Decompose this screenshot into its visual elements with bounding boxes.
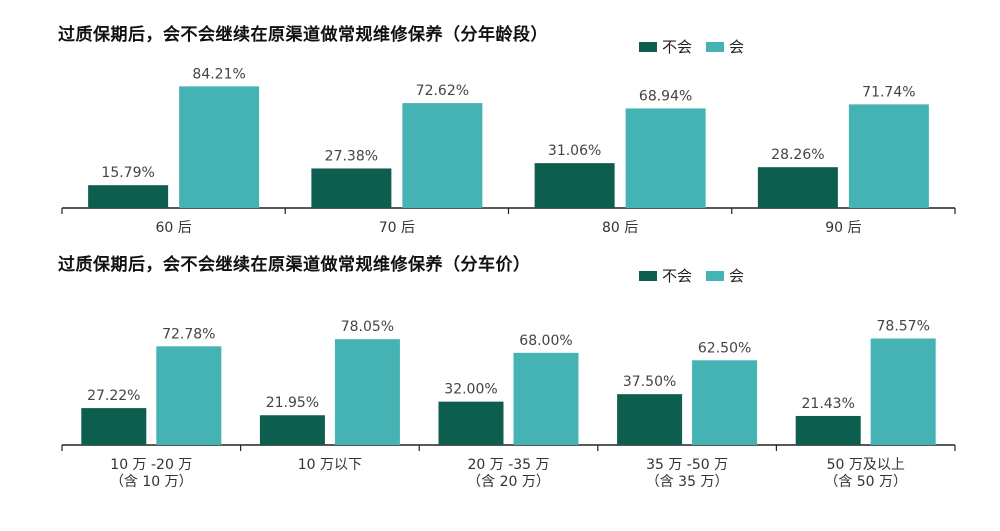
legend: 不会 会 xyxy=(639,265,758,286)
data-label: 71.74% xyxy=(862,84,915,100)
data-label: 72.78% xyxy=(162,326,215,342)
data-label: 84.21% xyxy=(192,66,245,82)
category-label: 10 万以下 xyxy=(298,457,362,473)
legend: 不会 会 xyxy=(639,36,758,57)
data-label: 78.57% xyxy=(877,318,930,334)
legend-item-no: 不会 xyxy=(639,36,692,57)
category-label: 10 万 -20 万 xyxy=(110,457,192,473)
category-label: （含 35 万） xyxy=(646,474,729,490)
bar-yes xyxy=(402,103,483,208)
data-label: 21.95% xyxy=(266,395,319,411)
price-chart: 过质保期后，会不会继续在原渠道做常规维修保养（分车价） 不会 会 27.22% 7… xyxy=(0,245,1000,531)
bar-yes xyxy=(513,352,579,445)
data-label: 28.26% xyxy=(771,147,824,163)
category-label: （含 20 万） xyxy=(467,474,550,490)
bar-no xyxy=(88,185,169,208)
bar-no xyxy=(311,168,392,208)
legend-swatch-yes xyxy=(706,270,725,281)
data-label: 15.79% xyxy=(101,165,154,181)
category-label: 70 后 xyxy=(379,220,415,236)
bar-yes xyxy=(179,86,260,208)
data-label: 27.38% xyxy=(325,148,378,164)
data-label: 21.43% xyxy=(802,396,855,412)
bar-yes xyxy=(156,346,222,445)
data-label: 27.22% xyxy=(87,388,140,404)
bar-no xyxy=(534,163,615,208)
data-label: 37.50% xyxy=(623,374,676,390)
bar-yes xyxy=(870,338,936,445)
legend-label-yes: 会 xyxy=(729,38,745,56)
bar-yes xyxy=(625,108,706,208)
bar-yes xyxy=(848,104,929,208)
category-label: 20 万 -35 万 xyxy=(467,457,549,473)
bar-no xyxy=(757,167,838,208)
legend-item-yes: 会 xyxy=(706,36,744,57)
price-chart-plot: 27.22% 72.78% 10 万 -20 万（含 10 万） 21.95% 78.0… xyxy=(61,318,956,490)
legend-label-no: 不会 xyxy=(662,267,693,285)
bar-no xyxy=(617,394,683,445)
category-label: 90 后 xyxy=(825,220,861,236)
category-label: （含 10 万） xyxy=(110,474,193,490)
bar-no xyxy=(81,408,147,445)
data-label: 62.50% xyxy=(698,340,751,356)
chart-title: 过质保期后，会不会继续在原渠道做常规维修保养（分车价） xyxy=(58,255,531,275)
bar-no xyxy=(795,415,861,445)
category-label: 80 后 xyxy=(602,220,638,236)
legend-item-no: 不会 xyxy=(639,265,692,286)
bar-no xyxy=(438,401,504,445)
legend-swatch-yes xyxy=(706,41,725,52)
age-chart-plot: 15.79% 84.21% 60 后 27.38% 72.62% 70 后 31.06% 68… xyxy=(61,66,956,236)
category-label: 60 后 xyxy=(155,220,191,236)
age-chart: 过质保期后，会不会继续在原渠道做常规维修保养（分年龄段） 不会 会 15.79%… xyxy=(0,0,1000,245)
data-label: 68.00% xyxy=(519,333,572,349)
data-label: 68.94% xyxy=(639,88,692,104)
legend-item-yes: 会 xyxy=(706,265,744,286)
category-label: （含 50 万） xyxy=(824,474,907,490)
bar-yes xyxy=(334,339,400,445)
category-label: 35 万 -50 万 xyxy=(646,457,728,473)
data-label: 78.05% xyxy=(341,319,394,335)
legend-swatch-no xyxy=(639,270,657,281)
bar-yes xyxy=(692,360,758,445)
data-label: 32.00% xyxy=(444,382,497,398)
chart-title: 过质保期后，会不会继续在原渠道做常规维修保养（分年龄段） xyxy=(58,25,548,45)
legend-label-yes: 会 xyxy=(729,267,745,285)
data-label: 72.62% xyxy=(416,83,469,99)
bar-no xyxy=(259,415,325,445)
legend-label-no: 不会 xyxy=(662,38,693,56)
legend-swatch-no xyxy=(639,41,657,52)
data-label: 31.06% xyxy=(548,143,601,159)
category-label: 50 万及以上 xyxy=(827,457,905,473)
